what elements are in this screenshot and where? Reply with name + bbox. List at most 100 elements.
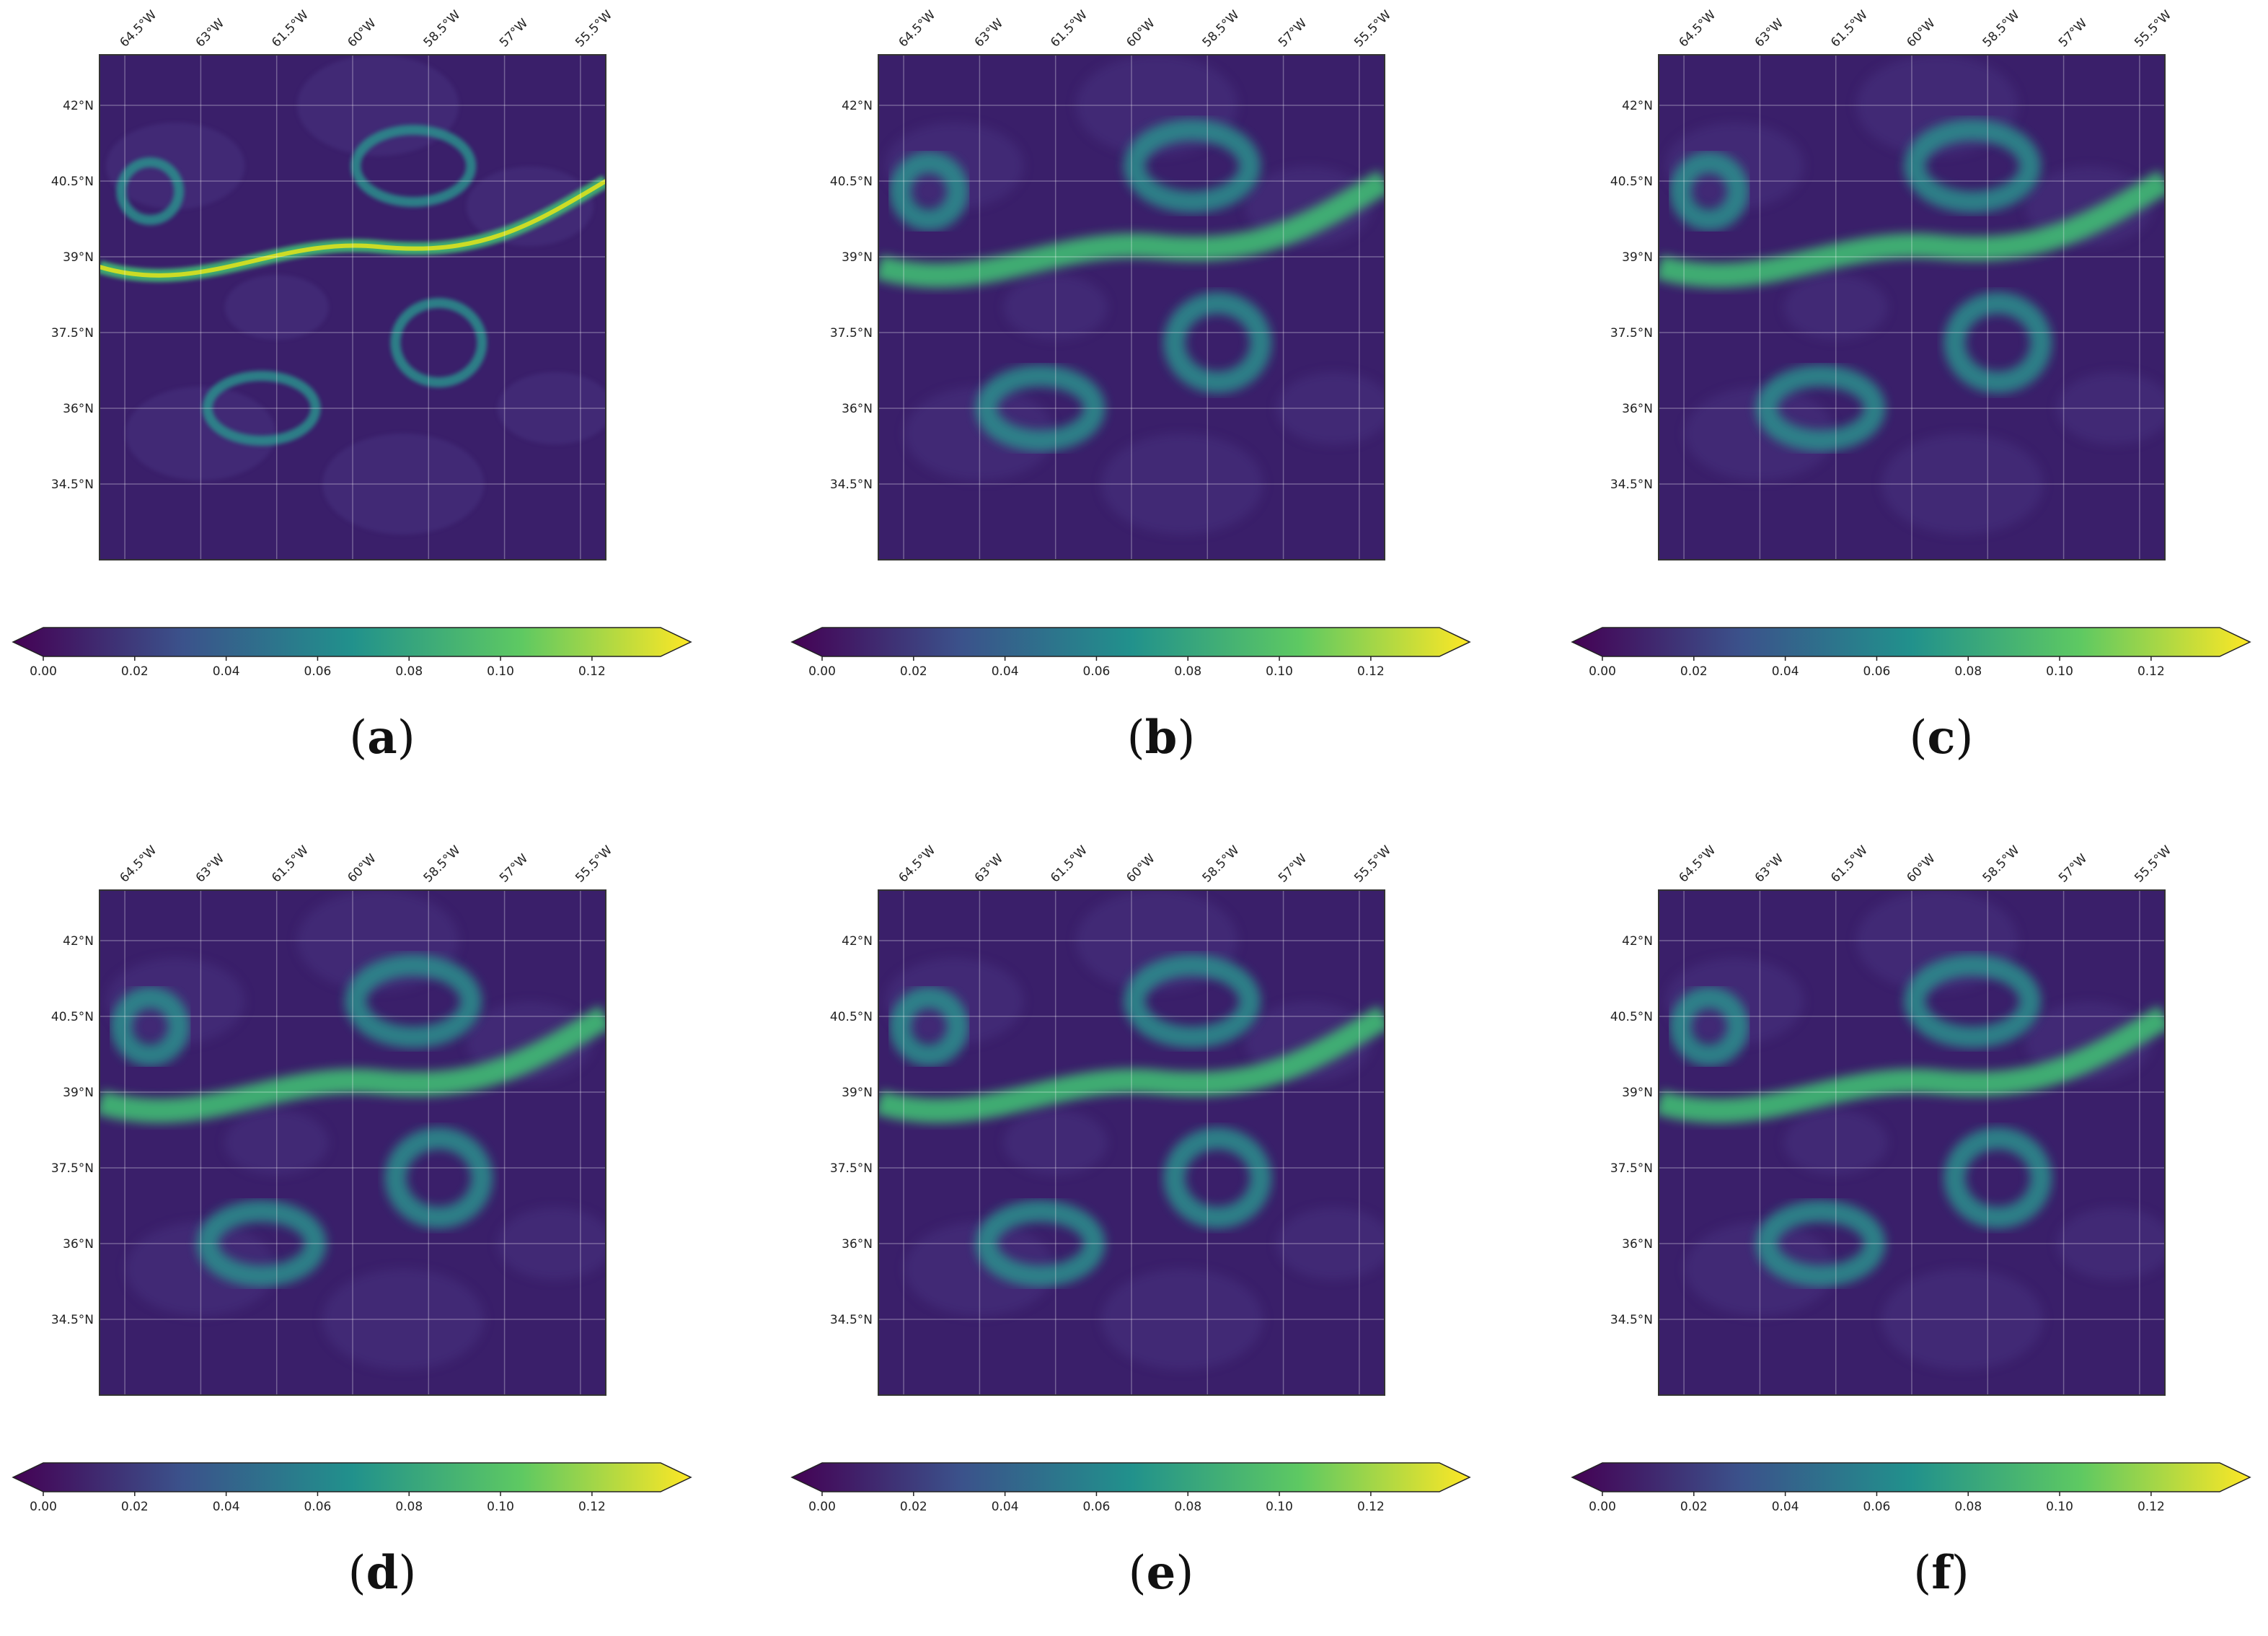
colorbar-tick-label: 0.00	[30, 1500, 57, 1514]
y-tick-label: 40.5°N	[830, 1010, 873, 1024]
x-tick-label: 55.5°W	[573, 843, 615, 886]
y-tick-label: 34.5°N	[1610, 1313, 1653, 1327]
y-tick-label: 36°N	[63, 402, 94, 416]
y-tick-label: 40.5°N	[51, 1010, 94, 1024]
panel-label: (a)	[349, 711, 415, 765]
eddy-ring	[1904, 954, 2042, 1048]
x-tick-label: 55.5°W	[573, 8, 615, 50]
y-tick-label: 37.5°N	[1610, 326, 1653, 340]
colorbar-tick-label: 0.00	[1589, 1500, 1616, 1514]
x-tick-label: 55.5°W	[1351, 843, 1394, 886]
x-tick-label: 61.5°W	[1048, 8, 1090, 50]
x-tick-label: 57°W	[1276, 851, 1310, 885]
colorbar-tick-label: 0.00	[808, 664, 836, 679]
x-tick-label: 58.5°W	[1200, 843, 1243, 886]
colorbar-tick-label: 0.06	[1863, 664, 1891, 679]
x-tick-label: 63°W	[1752, 851, 1786, 885]
colorbar-tick-label: 0.12	[578, 664, 606, 679]
x-tick-label: 60°W	[1124, 16, 1157, 50]
colorbar-tick-label: 0.02	[1680, 1500, 1708, 1514]
colorbar-tick-label: 0.08	[1954, 664, 1982, 679]
y-tick-label: 36°N	[842, 402, 873, 416]
x-tick-label: 55.5°W	[2132, 8, 2174, 50]
colorbar-tick-label: 0.02	[900, 664, 927, 679]
panel-a: 64.5°W 63°W 61.5°W 60°W 58.5°W 57°W 55.5°W 42°N…	[0, 0, 764, 801]
y-tick-label: 42°N	[63, 99, 94, 113]
eddy-ring	[889, 151, 969, 231]
x-tick-label: 58.5°W	[1200, 8, 1243, 50]
colorbar-tick-label: 0.00	[1589, 664, 1616, 679]
eddy-ring	[384, 1127, 493, 1228]
y-tick-label: 37.5°N	[51, 326, 94, 340]
jet-stream	[1659, 1006, 2165, 1123]
y-tick-label: 36°N	[63, 1237, 94, 1252]
panel-c: 64.5°W 63°W 61.5°W 60°W 58.5°W 57°W 55.5°W 42°N…	[1559, 0, 2268, 801]
x-tick-label: 61.5°W	[1828, 8, 1871, 50]
eddy-ring	[1124, 119, 1261, 213]
eddy-ring	[116, 157, 185, 225]
colorbar-tick-label: 0.02	[121, 1500, 149, 1514]
colorbar-tick-label: 0.02	[900, 1500, 927, 1514]
y-tick-label: 34.5°N	[830, 1313, 873, 1327]
x-tick-label: 60°W	[1904, 851, 1938, 885]
colorbar-tick-label: 0.04	[213, 664, 240, 679]
eddy-ring	[975, 1200, 1106, 1287]
x-tick-label: 58.5°W	[1980, 8, 2023, 50]
x-tick-label: 61.5°W	[269, 843, 312, 886]
map-svg: 64.5°W 63°W 61.5°W 60°W 58.5°W 57°W 55.5°W 42°N…	[790, 843, 1471, 1514]
y-tick-label: 34.5°N	[830, 478, 873, 492]
colorbar-tick-label: 0.06	[1083, 1500, 1111, 1514]
y-tick-label: 42°N	[1622, 934, 1653, 949]
x-tick-label: 64.5°W	[1676, 843, 1718, 886]
eddy-ring	[1904, 119, 2042, 213]
jet-stream	[878, 170, 1385, 288]
x-tick-label: 61.5°W	[269, 8, 312, 50]
colorbar	[790, 1462, 1471, 1492]
colorbar-tick-label: 0.10	[487, 664, 514, 679]
jet-stream	[878, 1006, 1385, 1123]
x-tick-label: 64.5°W	[896, 8, 938, 50]
x-tick-label: 57°W	[2056, 851, 2090, 885]
y-tick-label: 42°N	[1622, 99, 1653, 113]
y-tick-label: 42°N	[63, 934, 94, 949]
field-layer	[878, 55, 1385, 535]
colorbar-tick-label: 0.06	[304, 664, 332, 679]
eddy-ring	[1669, 987, 1749, 1066]
map-frame	[878, 889, 1385, 1396]
colorbar-tick-label: 0.10	[1266, 664, 1293, 679]
x-tick-label: 63°W	[972, 16, 1006, 50]
jet-core	[100, 179, 606, 278]
field-layer	[878, 890, 1385, 1370]
y-tick-label: 37.5°N	[830, 326, 873, 340]
x-tick-label: 64.5°W	[896, 843, 938, 886]
map-svg: 64.5°W 63°W 61.5°W 60°W 58.5°W 57°W 55.5°W 42°N…	[790, 8, 1471, 679]
x-tick-label: 63°W	[193, 16, 227, 50]
colorbar-tick-label: 0.08	[1954, 1500, 1982, 1514]
colorbar	[12, 1462, 692, 1492]
colorbar-tick-label: 0.12	[2137, 664, 2165, 679]
colorbar-tick-label: 0.00	[808, 1500, 836, 1514]
colorbar-tick-label: 0.04	[1772, 1500, 1799, 1514]
y-tick-label: 34.5°N	[51, 478, 94, 492]
y-tick-label: 36°N	[842, 1237, 873, 1252]
x-tick-label: 58.5°W	[1980, 843, 2023, 886]
colorbar-tick-label: 0.02	[1680, 664, 1708, 679]
map-frame	[99, 889, 606, 1396]
colorbar	[12, 627, 692, 657]
x-tick-label: 64.5°W	[117, 843, 159, 886]
x-tick-label: 60°W	[1124, 851, 1157, 885]
x-tick-label: 63°W	[193, 851, 227, 885]
field-layer	[1659, 890, 2165, 1370]
colorbar-tick-label: 0.06	[1863, 1500, 1891, 1514]
panel-label: (c)	[1909, 711, 1974, 765]
x-tick-label: 63°W	[1752, 16, 1786, 50]
y-tick-label: 34.5°N	[1610, 478, 1653, 492]
field-layer	[100, 55, 606, 535]
y-tick-label: 37.5°N	[830, 1161, 873, 1176]
colorbar-tick-label: 0.06	[1083, 664, 1111, 679]
y-tick-label: 36°N	[1622, 1237, 1653, 1252]
panel-e: 64.5°W 63°W 61.5°W 60°W 58.5°W 57°W 55.5°W 42°N…	[779, 835, 1543, 1636]
y-tick-label: 39°N	[63, 250, 94, 265]
y-tick-label: 39°N	[842, 250, 873, 265]
field-layer	[100, 890, 606, 1370]
